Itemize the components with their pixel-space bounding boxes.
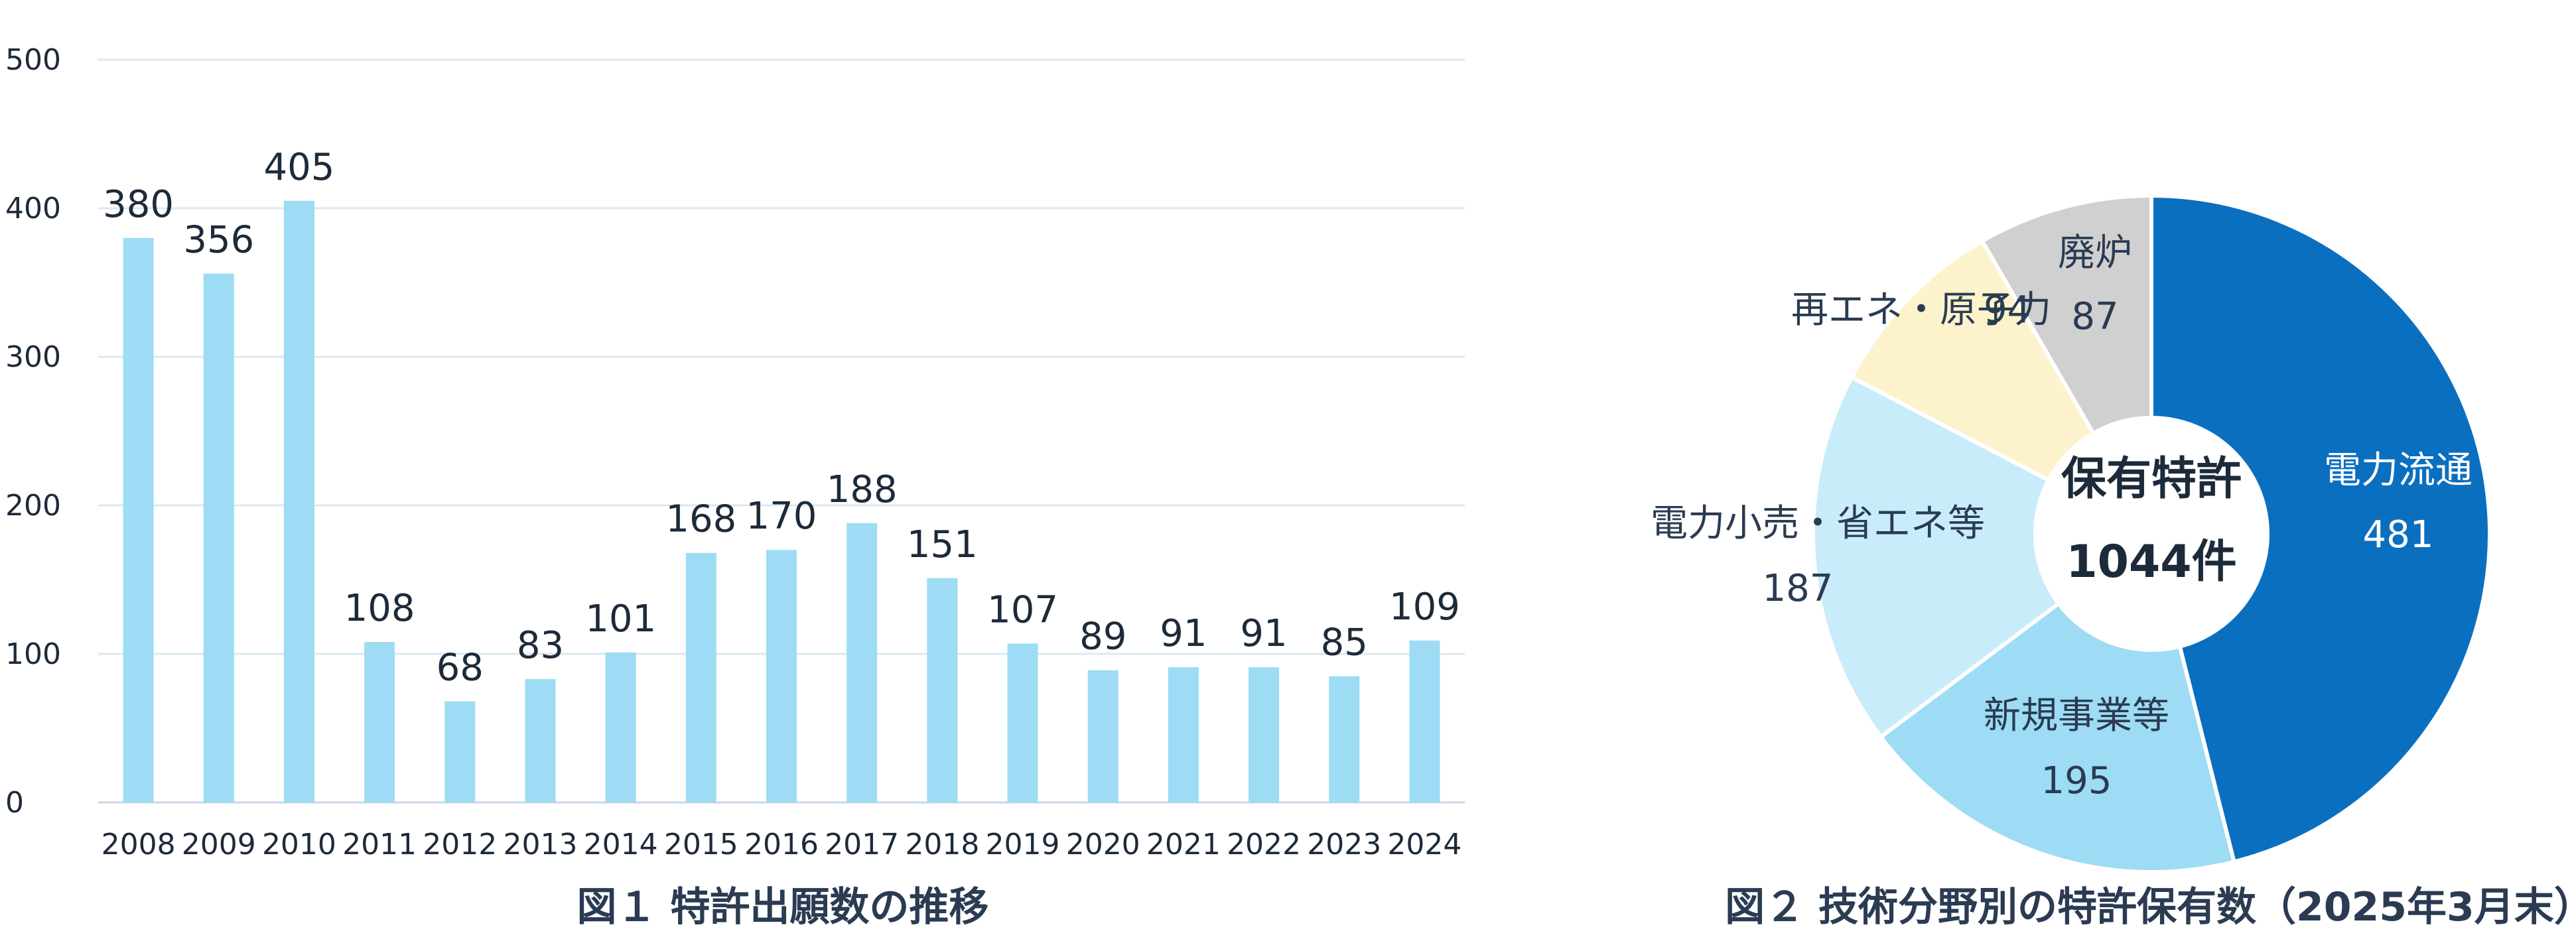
x-tick-label: 2019 — [986, 828, 1060, 861]
x-tick-label: 2022 — [1227, 828, 1301, 861]
slice-value: 187 — [1763, 567, 1834, 610]
slice-label: 廃炉 — [2058, 231, 2132, 275]
x-tick-label: 2012 — [423, 828, 497, 861]
x-tick-label: 2015 — [664, 828, 738, 861]
data-label: 91 — [1160, 612, 1207, 655]
y-tick-label: 200 — [5, 489, 61, 523]
bar — [1249, 667, 1280, 802]
data-label: 405 — [263, 146, 334, 189]
data-label: 109 — [1389, 586, 1460, 629]
x-tick-label: 2011 — [342, 828, 417, 861]
bar — [1409, 640, 1440, 802]
x-tick-label: 2017 — [825, 828, 899, 861]
x-tick-label: 2008 — [102, 828, 176, 861]
bar — [283, 200, 314, 802]
x-tick-label: 2024 — [1387, 828, 1461, 861]
donut-center — [2035, 418, 2268, 650]
bar — [203, 273, 234, 802]
data-label: 151 — [907, 523, 978, 566]
bar — [525, 679, 556, 802]
data-label: 68 — [437, 647, 484, 690]
slice-value: 87 — [2071, 295, 2118, 338]
x-tick-label: 2018 — [905, 828, 979, 861]
data-label: 168 — [665, 498, 736, 541]
x-tick-label: 2023 — [1307, 828, 1381, 861]
bar-chart-title: 図１ 特許出願数の推移 — [577, 884, 989, 930]
y-tick-label: 300 — [5, 340, 61, 374]
donut-center-value: 1044件 — [2066, 536, 2236, 588]
data-label: 107 — [987, 588, 1058, 631]
bar — [444, 701, 476, 802]
donut-center-title: 保有特許 — [2061, 453, 2242, 505]
slice-value: 195 — [2041, 759, 2112, 802]
bar — [1168, 667, 1199, 802]
data-label: 89 — [1079, 615, 1126, 659]
data-label: 380 — [103, 183, 174, 226]
bar — [605, 652, 636, 802]
data-label: 85 — [1321, 621, 1368, 664]
y-tick-label: 500 — [5, 43, 61, 77]
x-tick-label: 2010 — [262, 828, 336, 861]
donut-chart-title: 図２ 技術分野別の特許保有数（2025年3月末） — [1725, 884, 2576, 930]
bar — [1329, 676, 1360, 802]
data-label: 101 — [585, 598, 656, 641]
bar — [1087, 670, 1119, 802]
x-tick-label: 2020 — [1066, 828, 1140, 861]
bar — [685, 552, 716, 802]
x-tick-label: 2013 — [503, 828, 577, 861]
y-tick-label: 100 — [5, 637, 61, 671]
data-label: 83 — [517, 624, 564, 667]
bar — [847, 523, 878, 802]
x-tick-label: 2014 — [584, 828, 658, 861]
x-tick-label: 2016 — [744, 828, 819, 861]
x-tick-label: 2009 — [182, 828, 256, 861]
slice-value: 94 — [1984, 288, 2031, 332]
slice-label: 新規事業等 — [1984, 694, 2169, 737]
slice-label: 再エネ・原子力 — [1791, 288, 2051, 332]
x-tick-label: 2021 — [1146, 828, 1221, 861]
data-label: 108 — [344, 587, 415, 630]
slice-label: 電力小売・省エネ等 — [1651, 502, 1985, 545]
slice-label: 電力流通 — [2324, 449, 2473, 492]
bar — [123, 237, 154, 802]
bar — [1007, 643, 1038, 802]
bar — [927, 578, 958, 802]
bar — [766, 550, 797, 802]
data-label: 188 — [827, 468, 898, 511]
data-label: 91 — [1240, 612, 1287, 655]
y-tick-label: 0 — [5, 786, 24, 820]
y-tick-label: 400 — [5, 192, 61, 225]
slice-value: 481 — [2363, 513, 2434, 556]
bar — [364, 642, 395, 802]
data-label: 170 — [746, 495, 817, 538]
data-label: 356 — [183, 219, 254, 262]
